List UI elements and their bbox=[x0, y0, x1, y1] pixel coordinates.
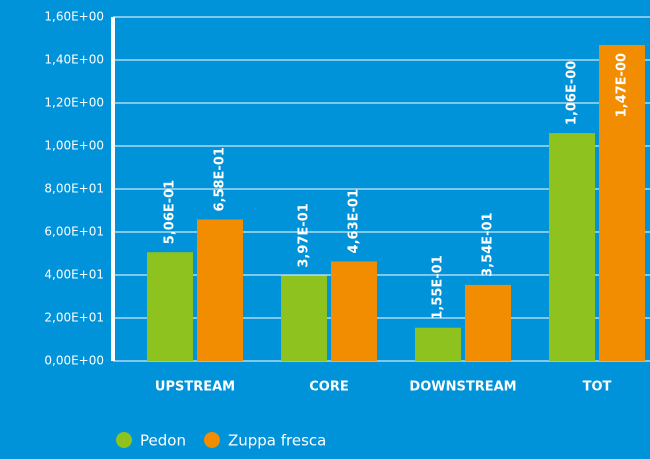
bar bbox=[147, 252, 193, 361]
y-tick-label: 8,00E+01 bbox=[44, 182, 104, 196]
bar bbox=[331, 261, 377, 361]
value-label: 4,63E-01 bbox=[347, 189, 362, 253]
y-tick-label: 1,20E+00 bbox=[44, 96, 104, 110]
bar bbox=[281, 275, 327, 361]
bar bbox=[197, 219, 243, 361]
bar bbox=[599, 44, 645, 361]
x-tick-label: DOWNSTREAM bbox=[409, 380, 516, 395]
value-label: 3,54E-01 bbox=[481, 212, 496, 276]
y-tick-label: 0,00E+00 bbox=[44, 354, 104, 368]
value-label: 1,06E-00 bbox=[565, 61, 580, 125]
legend-label: Pedon bbox=[140, 432, 186, 450]
value-label: 5,06E-01 bbox=[163, 180, 178, 244]
value-label: 1,47E-00 bbox=[615, 53, 630, 117]
value-label: 3,97E-01 bbox=[297, 203, 312, 267]
x-tick-label: TOT bbox=[583, 380, 612, 395]
legend-swatch bbox=[203, 432, 220, 448]
legend-swatch bbox=[116, 432, 132, 448]
y-tick-label: 4,00E+01 bbox=[44, 268, 104, 282]
y-tick-label: 1,00E+00 bbox=[44, 139, 104, 153]
bar bbox=[549, 133, 595, 361]
y-tick-label: 1,40E+00 bbox=[44, 53, 104, 67]
bar bbox=[465, 284, 511, 361]
x-tick-label: CORE bbox=[309, 380, 348, 395]
x-tick-label: UPSTREAM bbox=[155, 380, 235, 395]
bar bbox=[415, 327, 461, 361]
y-tick-label: 1,60E+00 bbox=[44, 10, 104, 24]
y-tick-label: 6,00E+01 bbox=[44, 225, 104, 239]
y-tick-label: 2,00E+01 bbox=[44, 311, 104, 325]
legend-label: Zuppa fresca bbox=[228, 432, 326, 450]
value-label: 6,58E-01 bbox=[213, 147, 228, 211]
value-label: 1,55E-01 bbox=[431, 255, 446, 319]
